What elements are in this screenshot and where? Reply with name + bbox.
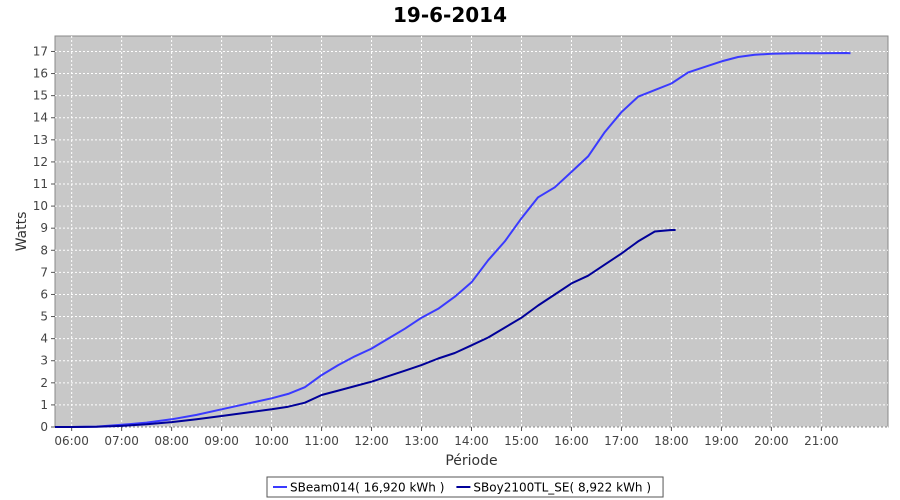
series-line-2 [55, 229, 676, 428]
x-tick-label: 07:00 [104, 434, 139, 448]
x-tick-label: 16:00 [554, 434, 589, 448]
series-line-1 [55, 52, 851, 428]
x-tick-label: 21:00 [804, 434, 839, 448]
y-tick-label: 1 [40, 398, 48, 412]
y-tick-label: 8 [40, 243, 48, 257]
y-tick-label: 4 [40, 332, 48, 346]
y-tick-label: 7 [40, 265, 48, 279]
x-tick-label: 10:00 [254, 434, 289, 448]
chart-title: 19-6-2014 [393, 3, 507, 27]
y-tick-label: 10 [33, 199, 48, 213]
x-tick-label: 12:00 [354, 434, 389, 448]
y-tick-label: 17 [33, 44, 48, 58]
y-tick-label: 14 [33, 111, 48, 125]
x-tick-label: 18:00 [654, 434, 689, 448]
x-tick-label: 14:00 [454, 434, 489, 448]
y-tick-label: 5 [40, 310, 48, 324]
y-tick-label: 11 [33, 177, 48, 191]
y-tick-label: 13 [33, 133, 48, 147]
x-tick-label: 09:00 [204, 434, 239, 448]
x-tick-label: 11:00 [304, 434, 339, 448]
x-tick-label: 13:00 [404, 434, 439, 448]
legend: SBeam014( 16,920 kWh ) SBoy2100TL_SE( 8,9… [266, 476, 664, 498]
y-tick-label: 0 [40, 420, 48, 434]
y-tick-label: 6 [40, 287, 48, 301]
y-tick-label: 3 [40, 354, 48, 368]
legend-entry-2: SBoy2100TL_SE( 8,922 kWh ) [473, 481, 651, 495]
y-tick-label: 15 [33, 89, 48, 103]
legend-entry-1: SBeam014( 16,920 kWh ) [290, 481, 444, 495]
x-tick-label: 20:00 [754, 434, 789, 448]
y-tick-label: 16 [33, 67, 48, 81]
y-tick-label: 2 [40, 376, 48, 390]
x-tick-label: 19:00 [704, 434, 739, 448]
x-axis: 06:00 07:00 08:00 09:00 10:00 11:00 12:00 13:00… [54, 427, 839, 448]
x-tick-label: 15:00 [504, 434, 539, 448]
x-tick-label: 17:00 [604, 434, 639, 448]
y-tick-label: 9 [40, 221, 48, 235]
y-tick-label: 12 [33, 155, 48, 169]
x-tick-label: 06:00 [54, 434, 89, 448]
x-axis-label: Période [445, 453, 497, 469]
y-axis-label: Watts [14, 212, 30, 252]
x-tick-label: 08:00 [154, 434, 189, 448]
series-lines [55, 52, 851, 428]
